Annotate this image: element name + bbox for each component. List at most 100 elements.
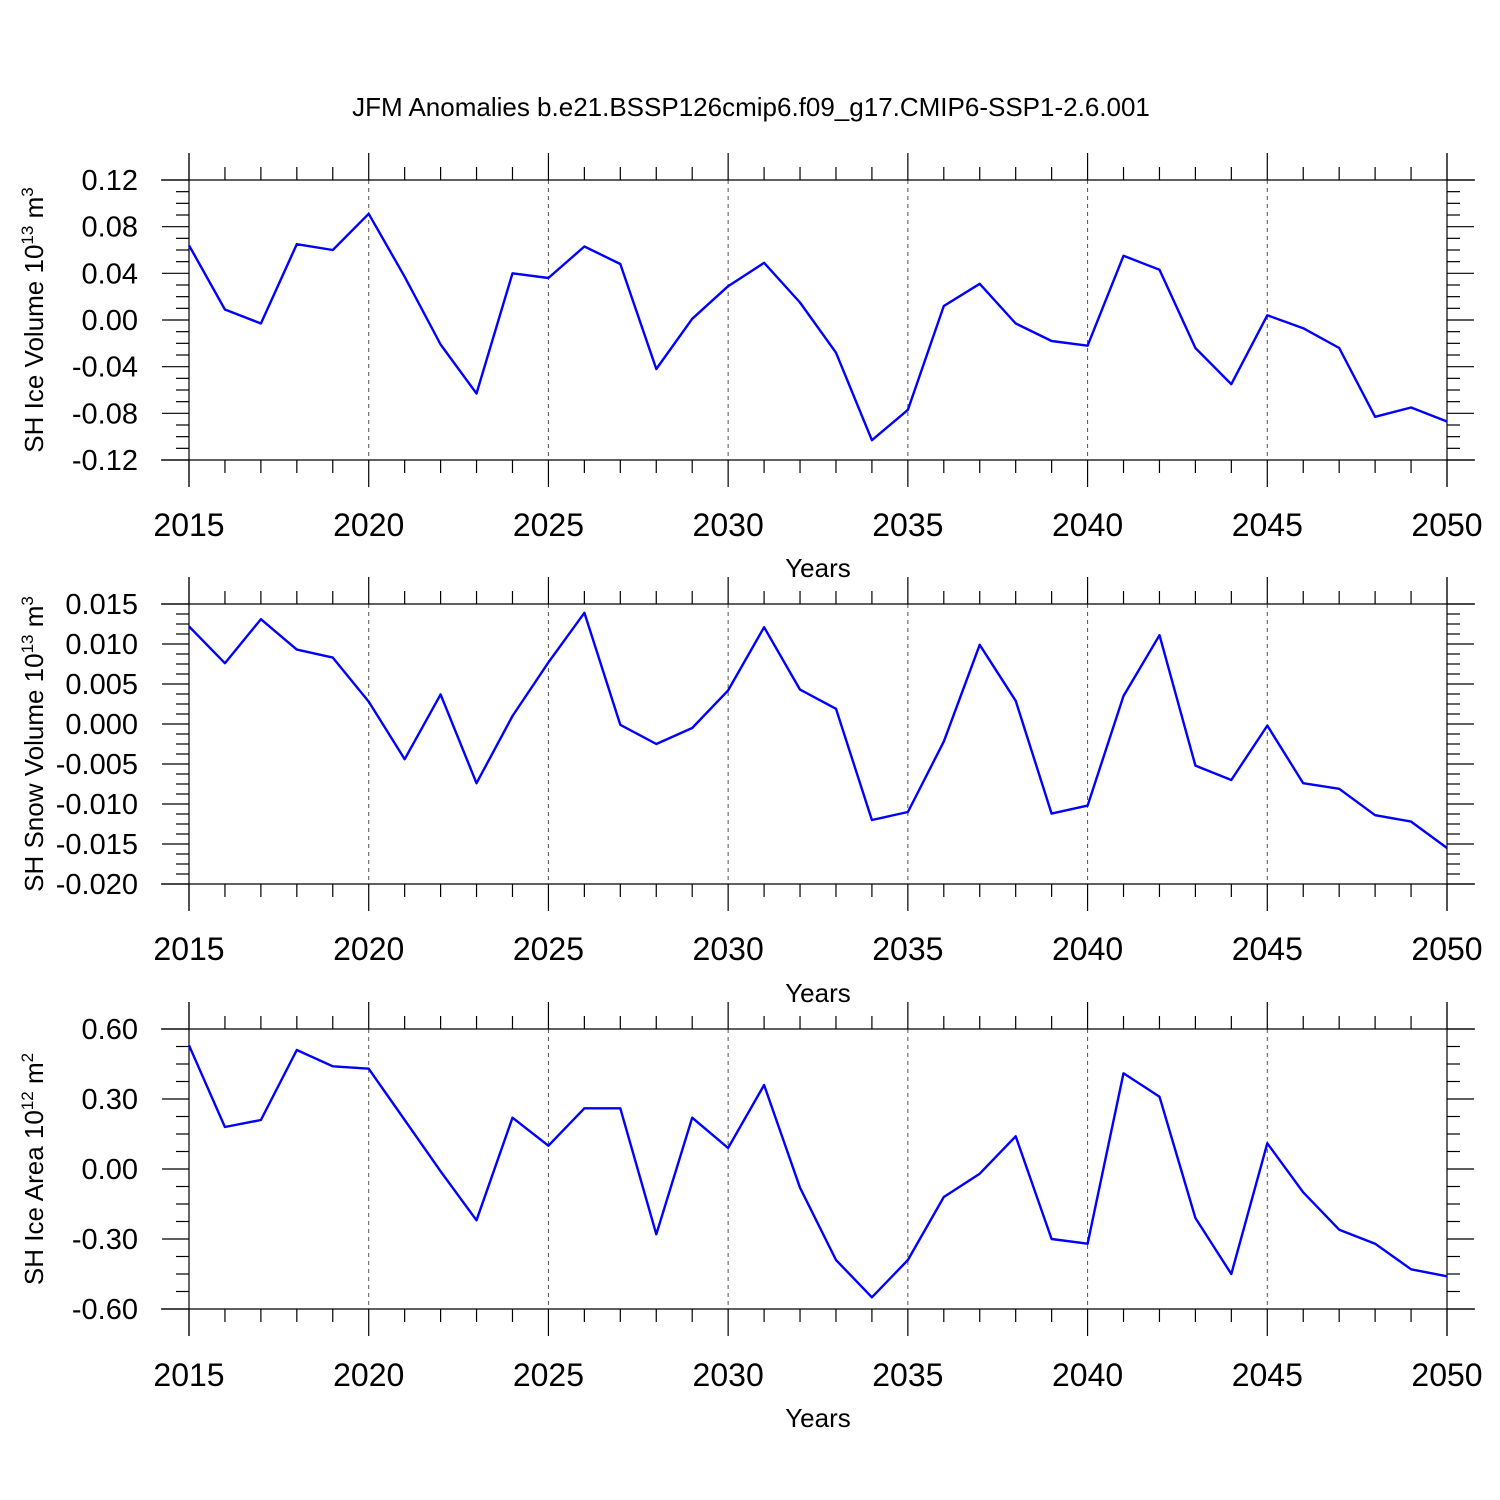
data-point [1157,1095,1161,1099]
data-point [187,243,191,247]
y-tick-label: -0.60 [72,1294,138,1326]
y-tick-label: -0.04 [72,352,138,384]
data-point [834,1258,838,1262]
x-tick-label: 2035 [872,507,943,543]
y-tick-label: -0.30 [72,1224,138,1256]
data-point [726,688,730,692]
data-point [834,351,838,355]
data-point [295,648,299,652]
data-point [546,660,550,664]
data-point [403,1118,407,1122]
data-point [762,261,766,265]
series-line [187,212,1448,442]
x-tick-label: 2035 [872,1357,943,1393]
data-point [798,301,802,305]
data-point [1445,846,1449,850]
y-tick-label: 0.08 [82,212,138,244]
y-tick-label: 0.30 [82,1084,138,1116]
data-point [1445,1274,1449,1278]
data-point [1337,787,1341,791]
y-axis-label: SH Ice Volume 1013 m3 [18,187,49,452]
x-tick-label: 2030 [693,1357,764,1393]
panel-2: -0.020 -0.015 -0.010 -0.005 0.000 0.005 0.010 0… [18,577,1483,1008]
series-line [188,611,1448,849]
data-point [1157,268,1161,272]
y-tick-label: 0.00 [82,305,138,337]
y-tick-label: 0.12 [82,165,138,197]
data-point [1373,415,1377,419]
x-tick-label: 2030 [693,931,764,967]
data-point [978,282,982,286]
data-point [834,707,838,711]
data-point [1373,813,1377,817]
data-point [403,275,407,279]
data-point [1086,344,1090,348]
data-point [942,740,946,744]
data-point [1014,699,1018,703]
data-point [762,1083,766,1087]
data-point [1409,406,1413,410]
data-point [1337,1228,1341,1232]
panel-1: -0.12 -0.08 -0.04 0.00 0.04 0.08 0.12 2015 2020 2… [18,153,1483,583]
data-point [654,1232,658,1236]
data-point [546,276,550,280]
data-point [618,262,622,266]
data-point [439,692,443,696]
data-point [690,726,694,730]
x-tick-label: 2015 [153,507,224,543]
data-point [259,322,263,326]
y-tick-label: -0.005 [56,749,138,781]
data-point [475,781,479,785]
data-point [978,1172,982,1176]
x-tick-label: 2050 [1411,507,1482,543]
data-point [618,1106,622,1110]
data-point [1086,804,1090,808]
y-tick-label: -0.010 [56,789,138,821]
data-point [1265,313,1269,317]
data-point [690,317,694,321]
data-point [187,1043,191,1047]
data-point [439,1169,443,1173]
x-tick-label: 2030 [693,507,764,543]
x-tick-label: 2015 [153,931,224,967]
data-point [1157,633,1161,637]
y-tick-label: -0.020 [56,869,138,901]
data-point [546,1144,550,1148]
x-tick-label: 2040 [1052,507,1123,543]
y-axis-label: SH Snow Volume 1013 m3 [18,596,49,892]
data-point [1122,694,1126,698]
data-point [906,408,910,412]
data-point [510,1116,514,1120]
y-axis-label: SH Ice Area 1012 m2 [18,1053,49,1285]
data-point [510,714,514,718]
data-point [582,245,586,249]
y-tick-label: 0.00 [82,1154,138,1186]
series-line [187,1044,1448,1299]
data-point [1373,1242,1377,1246]
y-tick-label: 0.60 [82,1014,138,1046]
x-tick-label: 2015 [153,1357,224,1393]
data-point [1086,1242,1090,1246]
x-tick-label: 2040 [1052,931,1123,967]
page-title: JFM Anomalies b.e21.BSSP126cmip6.f09_g17… [352,92,1150,122]
data-point [510,271,514,275]
data-point [1445,420,1449,424]
data-point [1014,322,1018,326]
panels: -0.12 -0.08 -0.04 0.00 0.04 0.08 0.12 2015 2020 2… [18,153,1483,1433]
data-point [654,742,658,746]
panel-3: -0.60 -0.30 0.00 0.30 0.60 2015 2020 2025 2030 20… [18,1002,1483,1433]
data-point [1193,764,1197,768]
data-point [1301,781,1305,785]
data-point [1301,326,1305,330]
data-point [1122,1071,1126,1075]
y-tick-label: -0.015 [56,829,138,861]
data-point [690,1116,694,1120]
data-point [762,625,766,629]
data-point [1050,1237,1054,1241]
data-point [439,343,443,347]
x-tick-label: 2050 [1411,1357,1482,1393]
data-point [870,818,874,822]
data-point [942,304,946,308]
y-tick-label: 0.005 [65,669,138,701]
